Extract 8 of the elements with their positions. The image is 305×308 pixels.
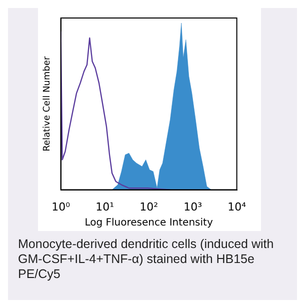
x-tick-label: 10¹ bbox=[96, 200, 114, 214]
x-tick-label: 10⁴ bbox=[228, 200, 247, 214]
x-tick-label: 10⁰ bbox=[52, 200, 71, 214]
x-tick-label: 10³ bbox=[184, 200, 202, 214]
x-axis-title: Log Fluoresence Intensity bbox=[84, 218, 213, 229]
text: Monocyte-derived dendritic cells (induced with GM-CSF+IL-4+TNF-α) stained with HB15e PE/Cy5 bbox=[18, 237, 275, 282]
x-tick-label: 10² bbox=[140, 200, 158, 214]
y-axis-title: Relative Cell Number bbox=[42, 56, 53, 152]
